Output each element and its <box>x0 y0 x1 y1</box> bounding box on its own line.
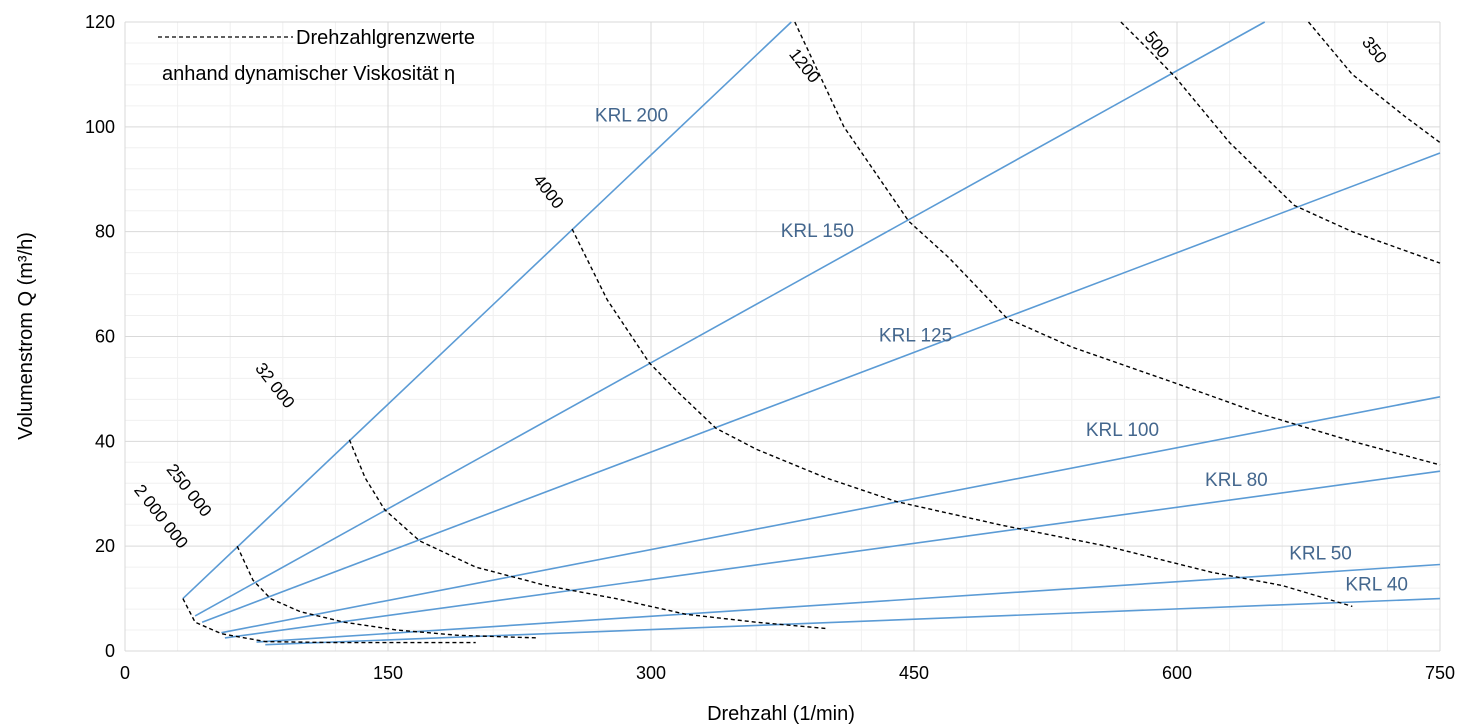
series-label: KRL 100 <box>1086 420 1159 441</box>
limit-curve <box>571 228 1353 608</box>
series-label: KRL 50 <box>1289 543 1352 564</box>
y-tick-label: 60 <box>95 327 115 347</box>
series-line-krl-100 <box>221 396 1441 634</box>
legend: Drehzahlgrenzwerte anhand dynamischer Vi… <box>158 27 475 85</box>
y-axis-title: Volumenstrom Q (m³/h) <box>15 232 37 440</box>
x-tick-label: 750 <box>1425 663 1455 683</box>
x-tick-label: 450 <box>899 663 929 683</box>
series-line-krl-80 <box>224 470 1441 639</box>
series-line-krl-40 <box>265 597 1441 646</box>
y-tick-label: 20 <box>95 536 115 556</box>
x-axis-title: Drehzahl (1/min) <box>707 703 855 724</box>
limit-curve <box>1307 21 1441 144</box>
y-tick-label: 0 <box>105 641 115 661</box>
series-label: KRL 200 <box>595 106 668 127</box>
limit-curve-label: 250 000 <box>163 460 216 520</box>
limit-curve-label: 1200 <box>785 45 823 87</box>
limit-curve <box>348 439 827 630</box>
series-line-krl-200 <box>182 21 792 600</box>
pump-series-lines <box>182 21 1441 646</box>
limit-curve <box>794 21 1441 466</box>
y-tick-label: 80 <box>95 222 115 242</box>
series-label: KRL 150 <box>781 221 854 242</box>
axis-tick-labels: 0 150 300 450 600 750 0 20 40 60 80 100 120 <box>85 12 1455 683</box>
y-tick-label: 40 <box>95 431 115 451</box>
limit-curve-label: 500 <box>1141 28 1173 62</box>
limit-curve-label: 32 000 <box>251 359 298 412</box>
major-gridlines <box>124 21 1441 652</box>
x-tick-label: 600 <box>1162 663 1192 683</box>
speed-limit-curves <box>182 21 1441 644</box>
legend-line2: anhand dynamischer Viskosität η <box>162 63 455 85</box>
limit-curve-label: 350 <box>1358 33 1390 67</box>
x-tick-label: 150 <box>373 663 403 683</box>
y-tick-label: 120 <box>85 12 115 32</box>
limit-curve <box>182 598 476 644</box>
limit-curve-label: 4000 <box>529 171 567 213</box>
x-tick-label: 0 <box>120 663 130 683</box>
series-label: KRL 80 <box>1205 470 1268 491</box>
series-label: KRL 125 <box>879 326 952 347</box>
legend-line1: Drehzahlgrenzwerte <box>296 27 475 49</box>
x-tick-label: 300 <box>636 663 666 683</box>
series-line-krl-125 <box>201 152 1441 623</box>
series-label: KRL 40 <box>1345 575 1408 596</box>
limit-curve <box>1120 21 1441 264</box>
series-line-krl-150 <box>194 21 1266 617</box>
y-tick-label: 100 <box>85 117 115 137</box>
limit-curve <box>236 545 538 639</box>
